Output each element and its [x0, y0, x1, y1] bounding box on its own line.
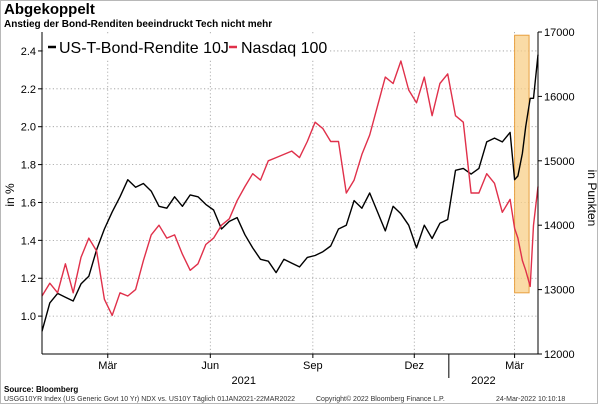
- footer-copyright: Copyright© 2022 Bloomberg Finance L.P.: [316, 396, 445, 403]
- highlight-layer: [514, 34, 530, 294]
- right-tick-label: 13000: [544, 285, 575, 297]
- right-tick-label: 16000: [544, 91, 575, 103]
- right-tick-label: 14000: [544, 220, 575, 232]
- x-year-label: 2021: [232, 375, 256, 387]
- series-line-nasdaq: [41, 60, 539, 317]
- left-axis-label: in %: [3, 183, 17, 207]
- series-layer: [41, 54, 539, 332]
- right-tick-label: 12000: [544, 349, 575, 361]
- x-month-label: Sep: [303, 360, 323, 372]
- legend-background: [44, 35, 330, 59]
- left-tick-label: 1.4: [21, 235, 36, 247]
- footer-timestamp: 24-Mar-2022 10:10:18: [496, 396, 566, 403]
- legend-label-bond: US-T-Bond-Rendite 10J: [59, 40, 229, 57]
- footer-index-info: USGG10YR Index (US Generic Govt 10 Yr) N…: [4, 396, 296, 403]
- legend-label-nasdaq: Nasdaq 100: [241, 40, 327, 57]
- left-tick-label: 2.0: [21, 122, 36, 134]
- legend[interactable]: US-T-Bond-Rendite 10J Nasdaq 100: [44, 35, 330, 59]
- x-month-label: Dez: [404, 360, 424, 372]
- x-month-label: Jun: [201, 360, 219, 372]
- axes: 1.0 1.2 1.4 1.6 1.8 2.0 2.2 2.4 12000 13000 14000 1…: [21, 27, 575, 387]
- right-tick-label: 15000: [544, 156, 575, 168]
- x-month-label: Mär: [505, 360, 524, 372]
- chart-title: Abgekoppelt: [4, 1, 95, 18]
- left-tick-label: 1.0: [21, 311, 36, 323]
- chart-subtitle: Anstieg der Bond-Renditen beeindruckt Te…: [4, 19, 273, 30]
- series-line-bond-yield: [41, 54, 539, 332]
- left-tick-label: 1.2: [21, 273, 36, 285]
- plot-area: [42, 32, 538, 354]
- left-tick-label: 1.6: [21, 197, 36, 209]
- right-tick-label: 17000: [544, 27, 575, 39]
- left-tick-label: 2.4: [21, 46, 36, 58]
- highlight-box: [514, 34, 530, 294]
- left-tick-label: 1.8: [21, 160, 36, 172]
- x-month-label: Mär: [98, 360, 117, 372]
- right-axis-label: in Punkten: [585, 170, 599, 227]
- x-year-label: 2022: [471, 375, 495, 387]
- source-note: Source: Bloomberg: [4, 385, 79, 394]
- left-tick-label: 2.2: [21, 84, 36, 96]
